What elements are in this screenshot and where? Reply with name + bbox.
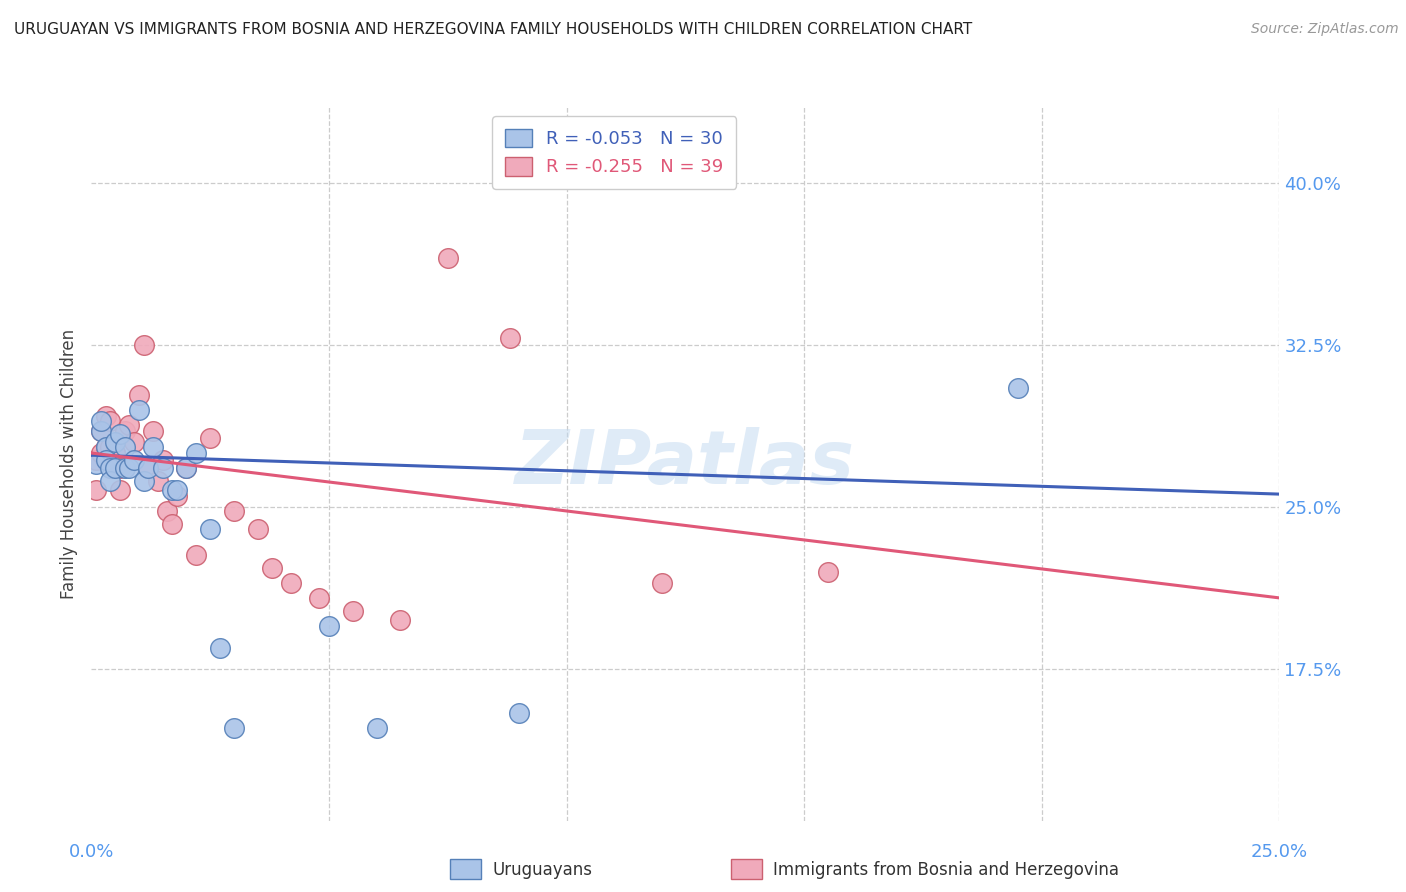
Point <box>104 461 127 475</box>
Point <box>184 446 207 460</box>
Point <box>184 548 207 562</box>
Point <box>138 461 160 475</box>
Point <box>152 452 174 467</box>
Point <box>1007 381 1029 395</box>
Point <box>104 446 127 460</box>
Point <box>308 591 330 605</box>
Point <box>94 409 117 424</box>
Text: ZIPatlas: ZIPatlas <box>516 427 855 500</box>
Point <box>122 452 145 467</box>
Point <box>100 414 122 428</box>
Text: Uruguayans: Uruguayans <box>492 861 592 879</box>
Point <box>200 431 222 445</box>
Point <box>156 504 179 518</box>
Point <box>152 461 174 475</box>
Text: Source: ZipAtlas.com: Source: ZipAtlas.com <box>1251 22 1399 37</box>
Point <box>222 721 245 735</box>
Point <box>132 474 155 488</box>
Point <box>84 457 107 471</box>
Point <box>132 338 155 352</box>
Point <box>342 604 364 618</box>
Point <box>142 425 165 439</box>
Point <box>128 387 150 401</box>
Point <box>160 483 183 497</box>
Point <box>100 474 122 488</box>
Point <box>84 452 107 467</box>
Text: 0.0%: 0.0% <box>69 843 114 861</box>
Point <box>114 425 136 439</box>
Point <box>817 565 839 579</box>
Point <box>100 461 122 475</box>
Point <box>118 417 141 432</box>
Point <box>114 440 136 454</box>
Point <box>389 613 412 627</box>
Point <box>142 440 165 454</box>
Point <box>94 440 117 454</box>
Point <box>138 461 160 475</box>
Point <box>84 483 107 497</box>
Point <box>108 483 131 497</box>
Point <box>436 252 458 266</box>
Point <box>246 522 269 536</box>
Point <box>90 425 112 439</box>
Point <box>90 446 112 460</box>
Point <box>651 575 673 590</box>
Point <box>280 575 302 590</box>
Point <box>90 414 112 428</box>
Point <box>114 461 136 475</box>
Text: URUGUAYAN VS IMMIGRANTS FROM BOSNIA AND HERZEGOVINA FAMILY HOUSEHOLDS WITH CHILD: URUGUAYAN VS IMMIGRANTS FROM BOSNIA AND … <box>14 22 973 37</box>
Legend: R = -0.053   N = 30, R = -0.255   N = 39: R = -0.053 N = 30, R = -0.255 N = 39 <box>492 116 737 189</box>
Point <box>160 517 183 532</box>
Point <box>104 446 127 460</box>
Point <box>104 435 127 450</box>
Y-axis label: Family Households with Children: Family Households with Children <box>60 329 79 599</box>
Point <box>122 435 145 450</box>
Point <box>260 560 283 574</box>
Point <box>90 425 112 439</box>
Point <box>166 489 188 503</box>
Point <box>146 474 169 488</box>
Point <box>508 706 530 720</box>
Text: 25.0%: 25.0% <box>1251 843 1308 861</box>
Point <box>208 640 231 655</box>
Point <box>118 461 141 475</box>
Point <box>108 426 131 441</box>
Point <box>100 440 122 454</box>
Point <box>200 522 222 536</box>
Point <box>176 461 198 475</box>
Point <box>108 461 131 475</box>
Point <box>498 331 520 345</box>
Text: Immigrants from Bosnia and Herzegovina: Immigrants from Bosnia and Herzegovina <box>773 861 1119 879</box>
Point <box>128 402 150 417</box>
Point <box>94 440 117 454</box>
Point <box>366 721 388 735</box>
Point <box>176 461 198 475</box>
Point <box>166 483 188 497</box>
Point <box>222 504 245 518</box>
Point <box>318 619 340 633</box>
Point <box>94 452 117 467</box>
